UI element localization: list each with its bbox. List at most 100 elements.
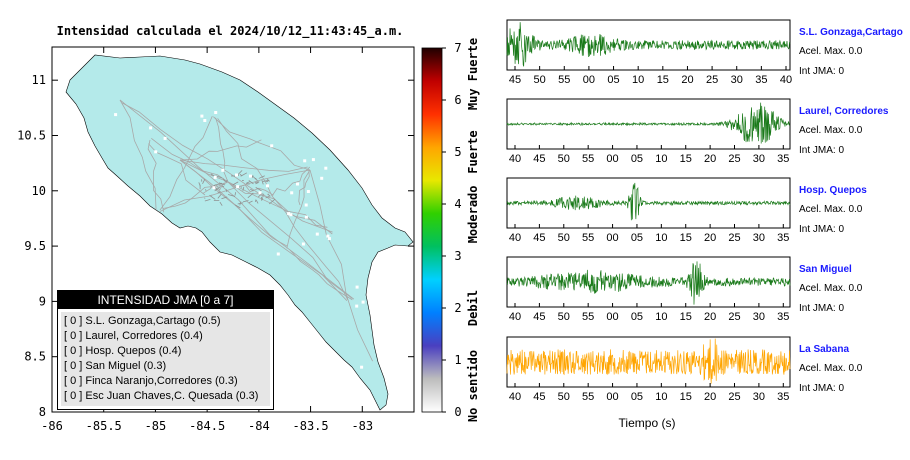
waveform-tick-label: 30 [753, 311, 765, 323]
station-int-jma: Int JMA: 0 [799, 66, 844, 77]
waveform-tick-label: 15 [680, 311, 692, 323]
station-marker [289, 213, 293, 217]
waveform-tick-label: 20 [704, 311, 716, 323]
waveform-tick-label: 35 [755, 74, 767, 86]
colorbar-tick-label: 2 [454, 301, 461, 315]
waveform-tick-label: 25 [728, 391, 740, 403]
colorbar-tick-label: 5 [454, 145, 461, 159]
waveform-tick-label: 45 [509, 74, 521, 86]
waveform-tick-label: 45 [533, 153, 545, 165]
waveform-tick-label: 30 [731, 74, 743, 86]
station-acel-max: Acel. Max. 0.0 [799, 46, 863, 57]
legend-item: [ 0 ] Hosp. Quepos (0.4) [64, 345, 182, 357]
waveform-tick-label: 45 [533, 232, 545, 244]
station-int-jma: Int JMA: 0 [799, 303, 844, 314]
legend-item: [ 0 ] Finca Naranjo,Corredores (0.3) [64, 375, 238, 387]
waveform-tick-label: 00 [606, 391, 618, 403]
waveform-tick-label: 10 [655, 391, 667, 403]
station-marker [355, 285, 359, 289]
station-marker [214, 111, 218, 114]
station-marker [159, 215, 163, 219]
map-y-tick-label: 8 [39, 405, 46, 419]
station-marker [382, 354, 386, 358]
station-marker [296, 182, 299, 186]
legend-title: INTENSIDAD JMA [0 a 7] [58, 291, 273, 309]
waveform-tick-label: 50 [558, 232, 570, 244]
colorbar-category-label: No sentido [466, 350, 480, 422]
station-marker [326, 234, 330, 238]
station-marker [276, 252, 280, 256]
map-x-tick-label: -85.5 [86, 419, 122, 433]
station-marker [249, 174, 252, 178]
intensity-colorbar: 0 1 2 3 4 5 6 7 No sentido Debil Moderado Fuerte Mu… [421, 38, 480, 422]
waveform-tick-label: 55 [582, 153, 594, 165]
waveform-tick-label: 20 [704, 391, 716, 403]
station-marker [213, 175, 217, 179]
colorbar-labels: No sentido Debil Moderado Fuerte Muy Fuerte [466, 38, 480, 422]
waveform-trace [506, 22, 791, 67]
colorbar-tick-label: 0 [454, 405, 461, 419]
waveform-tick-label: 35 [777, 153, 789, 165]
map-y-tick-label: 11 [32, 73, 46, 87]
waveform-tick-label: 50 [558, 311, 570, 323]
station-marker [315, 232, 319, 236]
waveform-tick-label: 05 [631, 391, 643, 403]
station-marker [290, 191, 294, 195]
waveform-tick-label: 25 [728, 153, 740, 165]
waveform-tick-label: 00 [583, 74, 595, 86]
waveform-panel: 40 45 50 55 00 05 10 15 20 25 30 35 Laurel, Corredor… [506, 98, 889, 165]
intensity-legend: INTENSIDAD JMA [0 a 7] [ 0 ] S.L. Gonzag… [57, 290, 274, 410]
legend-item: [ 0 ] Laurel, Corredores (0.4) [64, 330, 203, 342]
station-marker [150, 212, 154, 215]
colorbar-tick-label: 3 [454, 249, 461, 263]
station-marker [221, 168, 225, 172]
station-acel-max: Acel. Max. 0.0 [799, 204, 863, 215]
road-network [119, 99, 373, 362]
station-marker [236, 185, 240, 189]
waveform-tick-label: 25 [706, 74, 718, 86]
colorbar-category-label: Debil [466, 290, 480, 326]
map-x-tick-label: -85 [145, 419, 167, 433]
station-name: Laurel, Corredores [799, 106, 889, 117]
waveform-tick-label: 15 [680, 232, 692, 244]
station-name: Hosp. Quepos [799, 185, 867, 196]
station-markers [114, 111, 386, 369]
colorbar-gradient [421, 47, 443, 413]
station-name: S.L. Gonzaga,Cartago [799, 27, 903, 38]
station-marker [324, 166, 328, 170]
station-marker [154, 150, 158, 154]
waveform-tick-label: 10 [655, 153, 667, 165]
station-marker [327, 237, 331, 241]
colorbar-tick-label: 4 [454, 197, 461, 211]
waveform-tick-label: 35 [777, 232, 789, 244]
station-int-jma: Int JMA: 0 [799, 383, 844, 394]
waveform-trace [506, 261, 791, 305]
waveform-tick-label: 15 [680, 391, 692, 403]
station-marker [304, 203, 308, 207]
map-y-tick-label: 9 [39, 294, 46, 308]
waveform-panel: 45 50 55 00 05 10 15 20 25 30 35 40 S.L. Gonzaga,Car… [506, 19, 903, 86]
station-marker [114, 113, 118, 117]
waveform-tick-label: 10 [655, 232, 667, 244]
map-y-tick-label: 8.5 [24, 350, 46, 364]
waveform-tick-label: 00 [606, 153, 618, 165]
station-marker [266, 184, 269, 188]
waveform-tick-label: 45 [533, 311, 545, 323]
station-marker [303, 159, 307, 163]
waveform-tick-label: 50 [558, 391, 570, 403]
legend-item: [ 0 ] San Miguel (0.3) [64, 360, 167, 372]
waveform-tick-label: 05 [631, 232, 643, 244]
waveform-tick-label: 50 [558, 153, 570, 165]
station-marker [212, 186, 216, 190]
colorbar-category-label: Moderado [466, 186, 480, 244]
waveform-tick-label: 35 [777, 311, 789, 323]
station-marker [235, 173, 238, 177]
waveform-tick-label: 55 [582, 391, 594, 403]
legend-item: [ 0 ] Esc Juan Chaves,C. Quesada (0.3) [64, 390, 259, 402]
map-x-tick-label: -84 [248, 419, 270, 433]
waveform-tick-label: 45 [533, 391, 545, 403]
waveform-panel: 40 45 50 55 00 05 10 15 20 25 30 35 San Miguel Acel. … [506, 256, 863, 323]
map-frame [51, 46, 415, 413]
station-acel-max: Acel. Max. 0.0 [799, 283, 863, 294]
